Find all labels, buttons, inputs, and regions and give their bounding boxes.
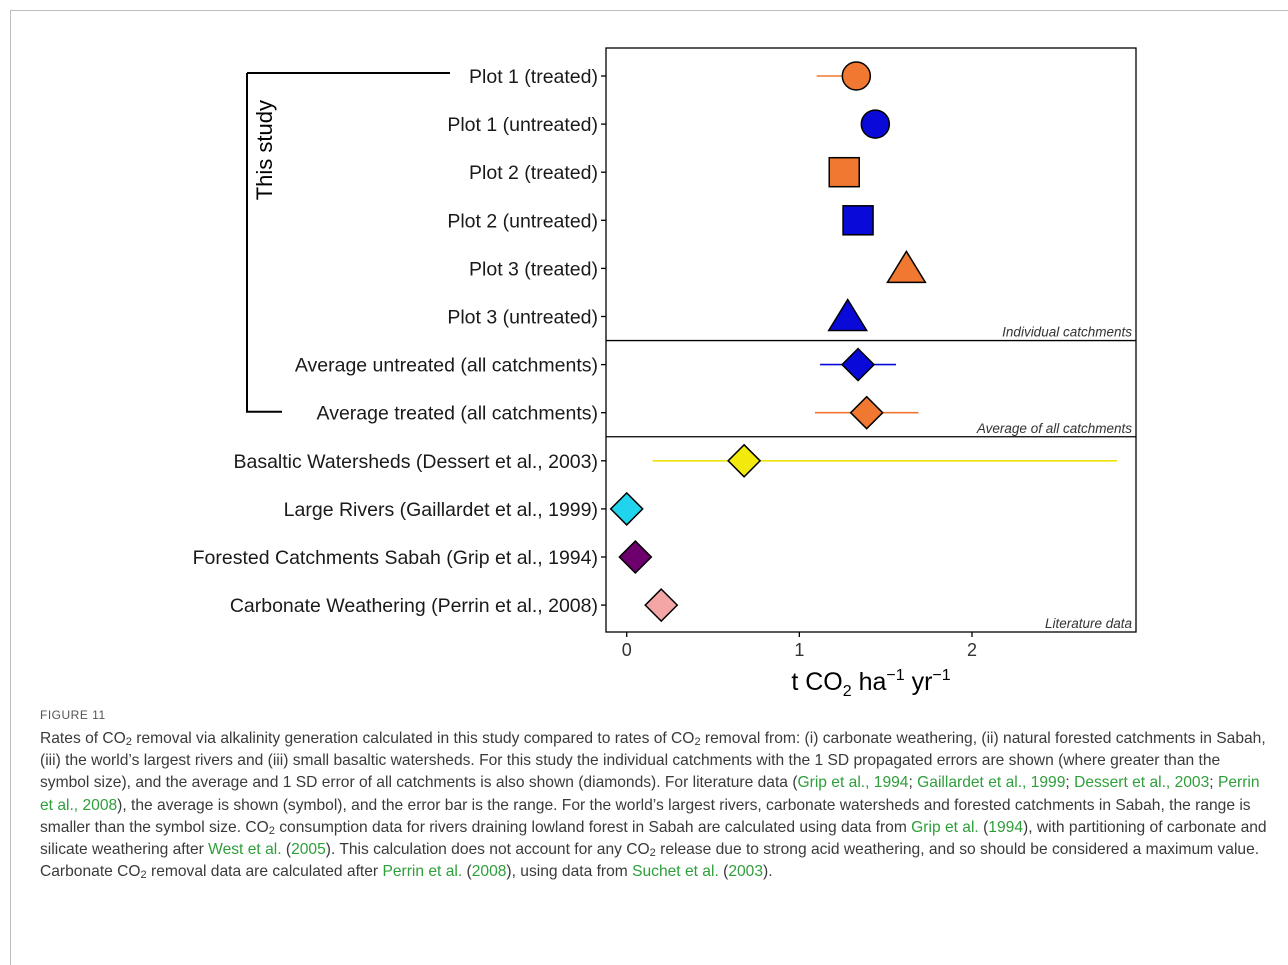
y-tick-label: Large Rivers (Gaillardet et al., 1999) — [284, 499, 598, 521]
diamond-marker — [727, 443, 762, 478]
citation-link[interactable]: Perrin et al., 2008 — [40, 774, 1260, 814]
frame-border-left — [10, 10, 11, 955]
panel-label: Literature data — [1045, 616, 1133, 631]
triangle-marker — [827, 298, 869, 332]
study-bracket — [246, 72, 450, 413]
frame-border-top — [10, 10, 1288, 11]
triangle-marker — [886, 249, 927, 284]
y-tick-label: Plot 2 (treated) — [469, 162, 598, 184]
x-tick-label: 2 — [967, 640, 977, 660]
circle-marker — [860, 109, 891, 139]
diamond-marker — [618, 539, 653, 575]
panel-label: Individual catchments — [1002, 325, 1132, 340]
citation-link[interactable]: West et al. — [208, 841, 282, 859]
citation-link[interactable]: Grip et al. — [911, 818, 979, 836]
square-marker — [842, 205, 874, 236]
y-tick-label: Plot 1 (untreated) — [447, 114, 598, 136]
citation-link[interactable]: 2005 — [291, 841, 326, 859]
diamond-marker — [644, 588, 679, 623]
y-tick-label: Plot 2 (untreated) — [447, 210, 598, 232]
citation-link[interactable]: Suchet et al. — [632, 863, 719, 881]
citation-link[interactable]: Grip et al., 1994 — [797, 774, 909, 792]
y-tick-label: Average untreated (all catchments) — [295, 355, 598, 377]
citation-link[interactable]: 2003 — [728, 863, 764, 881]
citation-link[interactable]: Perrin et al. — [382, 863, 463, 881]
bracket-label: This study — [252, 100, 277, 200]
y-tick-label: Plot 3 (untreated) — [447, 307, 598, 329]
y-tick-label: Forested Catchments Sabah (Grip et al., … — [193, 547, 598, 569]
citation-link[interactable]: 2008 — [471, 863, 507, 881]
circle-marker — [841, 61, 872, 91]
y-tick-label: Plot 1 (treated) — [469, 66, 598, 88]
rate-comparison-chart: Individual catchments Average of all catc… — [193, 47, 1137, 700]
diamond-marker — [840, 347, 876, 382]
diamond-marker — [849, 395, 884, 430]
x-tick-label: 0 — [622, 640, 632, 660]
figure-label: FIGURE 11 — [40, 708, 106, 722]
x-axis-title: t CO2 ha−1 yr−1 — [791, 667, 950, 700]
frame-border-stub — [10, 955, 11, 965]
diamond-marker — [609, 491, 644, 526]
citation-link[interactable]: Gaillardet et al., 1999 — [917, 774, 1066, 792]
x-tick-label: 1 — [794, 640, 804, 660]
y-tick-label: Carbonate Weathering (Perrin et al., 200… — [230, 595, 598, 617]
citation-link[interactable]: 1994 — [988, 818, 1023, 836]
citation-link[interactable]: Dessert et al., 2003 — [1074, 774, 1210, 792]
figure-caption: Rates of CO2 removal via alkalinity gene… — [40, 730, 1267, 882]
y-tick-label: Plot 3 (treated) — [469, 258, 598, 280]
y-tick-label: Average treated (all catchments) — [317, 403, 598, 425]
panel-label: Average of all catchments — [976, 421, 1132, 436]
y-tick-label: Basaltic Watersheds (Dessert et al., 200… — [233, 451, 598, 473]
square-marker — [828, 156, 860, 188]
